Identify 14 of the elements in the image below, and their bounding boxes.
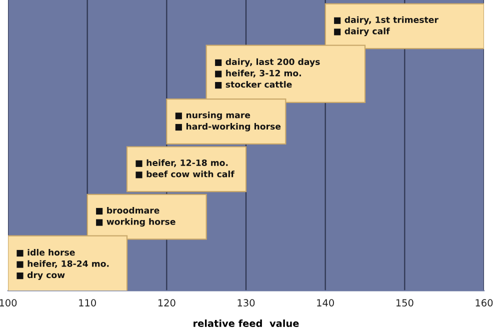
x-tick-label: 150 <box>396 299 414 306</box>
y-tick-label: ■ dairy, last 200 days ■ heifer, 3-12 mo. ■ stocker cattle <box>215 58 320 89</box>
x-tick-label: 120 <box>158 299 176 306</box>
x-tick-label: 100 <box>0 299 17 306</box>
y-tick-label: ■ heifer, 12-18 mo. ■ beef cow with calf <box>136 159 234 178</box>
x-tick-label: 110 <box>79 299 96 306</box>
x-axis-title: relative feed value <box>194 319 299 328</box>
y-tick-label: ■ broodmare ■ working horse <box>96 206 176 227</box>
x-tick-label: 160 <box>476 299 493 306</box>
y-tick-label: ■ dairy, 1st trimester ■ dairy calf <box>334 16 438 36</box>
x-tick-label: 140 <box>317 299 334 306</box>
y-tick-label: ■ idle horse ■ heifer, 18-24 mo. ■ dry cow <box>16 248 109 280</box>
y-tick-label: ■ nursing mare ■ hard-working horse <box>175 112 281 132</box>
x-tick-label: 130 <box>238 299 255 306</box>
